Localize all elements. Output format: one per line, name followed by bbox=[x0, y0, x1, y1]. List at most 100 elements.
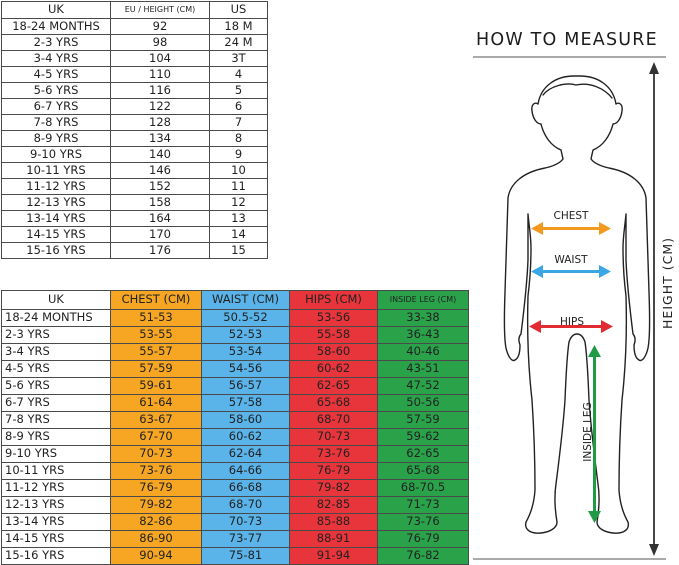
inside-leg-cell: 47-52 bbox=[377, 377, 469, 395]
chest-arrow-icon bbox=[531, 222, 611, 235]
table-row: 13-14 YRS 82-86 70-73 85-88 73-76 bbox=[1, 513, 469, 531]
chest-cell: 86-90 bbox=[110, 530, 202, 548]
size-header-us: US bbox=[209, 1, 268, 19]
waist-label: WAIST bbox=[554, 254, 588, 266]
chest-cell: 63-67 bbox=[110, 411, 202, 429]
uk-size-cell: 9-10 YRS bbox=[1, 445, 111, 463]
hips-cell: 91-94 bbox=[289, 547, 378, 565]
chest-cell: 57-59 bbox=[110, 360, 202, 378]
uk-size-cell: 2-3 YRS bbox=[1, 326, 111, 344]
uk-size-cell: 3-4 YRS bbox=[1, 50, 111, 67]
uk-size-cell: 15-16 YRS bbox=[1, 547, 111, 565]
hips-cell: 55-58 bbox=[289, 326, 378, 344]
uk-size-cell: 4-5 YRS bbox=[1, 66, 111, 83]
measure-header-inside-leg: INSIDE LEG (CM) bbox=[377, 290, 469, 310]
how-to-measure-title: HOW TO MEASURE bbox=[476, 30, 658, 50]
waist-cell: 58-60 bbox=[201, 411, 290, 429]
table-row: 11-12 YRS 76-79 66-68 79-82 68-70.5 bbox=[1, 479, 469, 497]
hips-cell: 70-73 bbox=[289, 428, 378, 446]
us-size-cell: 24 M bbox=[209, 34, 268, 51]
table-row: 9-10 YRS 140 9 bbox=[1, 146, 268, 163]
waist-cell: 64-66 bbox=[201, 462, 290, 480]
uk-size-cell: 8-9 YRS bbox=[1, 130, 111, 147]
waist-cell: 57-58 bbox=[201, 394, 290, 412]
inside-leg-cell: 71-73 bbox=[377, 496, 469, 514]
table-row: 11-12 YRS 152 11 bbox=[1, 178, 268, 195]
table-row: 12-13 YRS 158 12 bbox=[1, 194, 268, 211]
us-size-cell: 9 bbox=[209, 146, 268, 163]
inside-leg-label: INSIDE LEG bbox=[582, 402, 594, 461]
waist-cell: 73-77 bbox=[201, 530, 290, 548]
eu-height-cell: 92 bbox=[110, 18, 210, 35]
us-size-cell: 7 bbox=[209, 114, 268, 131]
waist-cell: 53-54 bbox=[201, 343, 290, 361]
chest-cell: 79-82 bbox=[110, 496, 202, 514]
eu-height-cell: 110 bbox=[110, 66, 210, 83]
chest-cell: 76-79 bbox=[110, 479, 202, 497]
child-silhouette-icon bbox=[503, 75, 651, 534]
inside-leg-cell: 76-79 bbox=[377, 530, 469, 548]
body-measurements-table: UK CHEST (CM) WAIST (CM) HIPS (CM) INSID… bbox=[1, 290, 469, 565]
waist-cell: 50.5-52 bbox=[201, 309, 290, 327]
inside-leg-cell: 73-76 bbox=[377, 513, 469, 531]
eu-height-cell: 128 bbox=[110, 114, 210, 131]
eu-height-cell: 158 bbox=[110, 194, 210, 211]
us-size-cell: 8 bbox=[209, 130, 268, 147]
eu-height-cell: 98 bbox=[110, 34, 210, 51]
table-row: 5-6 YRS 59-61 56-57 62-65 47-52 bbox=[1, 377, 469, 395]
inside-leg-arrow-icon bbox=[588, 345, 601, 523]
waist-cell: 62-64 bbox=[201, 445, 290, 463]
us-size-cell: 18 M bbox=[209, 18, 268, 35]
uk-size-cell: 14-15 YRS bbox=[1, 530, 111, 548]
inside-leg-cell: 68-70.5 bbox=[377, 479, 469, 497]
table-row: 7-8 YRS 63-67 58-60 68-70 57-59 bbox=[1, 411, 469, 429]
hips-cell: 79-82 bbox=[289, 479, 378, 497]
hips-cell: 76-79 bbox=[289, 462, 378, 480]
waist-cell: 54-56 bbox=[201, 360, 290, 378]
chest-cell: 82-86 bbox=[110, 513, 202, 531]
uk-size-cell: 18-24 MONTHS bbox=[1, 18, 111, 35]
eu-height-cell: 116 bbox=[110, 82, 210, 99]
table-row: 7-8 YRS 128 7 bbox=[1, 114, 268, 131]
uk-size-cell: 8-9 YRS bbox=[1, 428, 111, 446]
size-conversion-table: UK EU / HEIGHT (CM) US 18-24 MONTHS 92 18 … bbox=[1, 1, 268, 259]
measure-header-chest: CHEST (CM) bbox=[110, 290, 202, 310]
waist-cell: 52-53 bbox=[201, 326, 290, 344]
us-size-cell: 3T bbox=[209, 50, 268, 67]
table-row: 2-3 YRS 98 24 M bbox=[1, 34, 268, 51]
inside-leg-cell: 59-62 bbox=[377, 428, 469, 446]
us-size-cell: 6 bbox=[209, 98, 268, 115]
us-size-cell: 13 bbox=[209, 210, 268, 227]
hips-cell: 82-85 bbox=[289, 496, 378, 514]
table-row: 6-7 YRS 122 6 bbox=[1, 98, 268, 115]
hips-label: HIPS bbox=[560, 316, 584, 328]
us-size-cell: 4 bbox=[209, 66, 268, 83]
uk-size-cell: 12-13 YRS bbox=[1, 194, 111, 211]
uk-size-cell: 7-8 YRS bbox=[1, 411, 111, 429]
hips-cell: 68-70 bbox=[289, 411, 378, 429]
eu-height-cell: 146 bbox=[110, 162, 210, 179]
uk-size-cell: 5-6 YRS bbox=[1, 82, 111, 99]
chest-cell: 70-73 bbox=[110, 445, 202, 463]
size-header-eu-height: EU / HEIGHT (CM) bbox=[110, 1, 210, 19]
chest-label: CHEST bbox=[554, 210, 590, 222]
table-row: 9-10 YRS 70-73 62-64 73-76 62-65 bbox=[1, 445, 469, 463]
table-row: 14-15 YRS 170 14 bbox=[1, 226, 268, 243]
waist-cell: 60-62 bbox=[201, 428, 290, 446]
measure-header-waist: WAIST (CM) bbox=[201, 290, 290, 310]
eu-height-cell: 122 bbox=[110, 98, 210, 115]
uk-size-cell: 14-15 YRS bbox=[1, 226, 111, 243]
hips-cell: 53-56 bbox=[289, 309, 378, 327]
table-row: 5-6 YRS 116 5 bbox=[1, 82, 268, 99]
inside-leg-cell: 76-82 bbox=[377, 547, 469, 565]
table-row: 10-11 YRS 146 10 bbox=[1, 162, 268, 179]
waist-cell: 70-73 bbox=[201, 513, 290, 531]
uk-size-cell: 11-12 YRS bbox=[1, 479, 111, 497]
table-row: 12-13 YRS 79-82 68-70 82-85 71-73 bbox=[1, 496, 469, 514]
waist-cell: 56-57 bbox=[201, 377, 290, 395]
us-size-cell: 12 bbox=[209, 194, 268, 211]
uk-size-cell: 12-13 YRS bbox=[1, 496, 111, 514]
uk-size-cell: 2-3 YRS bbox=[1, 34, 111, 51]
table-row: 18-24 MONTHS 51-53 50.5-52 53-56 33-38 bbox=[1, 309, 469, 327]
hips-cell: 58-60 bbox=[289, 343, 378, 361]
